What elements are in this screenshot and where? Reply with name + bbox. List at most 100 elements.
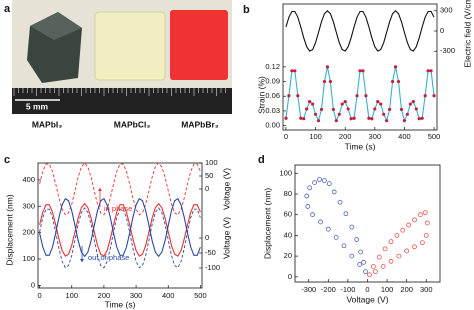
data-point <box>370 117 374 121</box>
y2-tick-label: -50 <box>205 248 216 257</box>
panel-letter: b <box>243 4 250 16</box>
panel-letter: d <box>258 154 265 166</box>
x-tick-label: 100 <box>309 132 322 141</box>
data-point <box>343 100 347 104</box>
data-point <box>284 116 288 120</box>
data-point <box>340 102 344 106</box>
x-tick-label: 300 <box>420 285 433 294</box>
data-point <box>293 69 297 73</box>
scale-bar-label: 5 mm <box>26 101 49 111</box>
y-tick-label: 0.12 <box>265 62 280 71</box>
data-point <box>313 112 318 116</box>
x-tick-label: 0 <box>365 285 369 294</box>
data-point <box>305 107 309 111</box>
data-point <box>337 199 343 205</box>
data-point <box>349 117 353 121</box>
y2-tick-label: -300 <box>440 46 455 55</box>
data-point <box>426 69 430 73</box>
data-point <box>305 204 311 209</box>
data-point <box>382 246 388 252</box>
series-line <box>39 197 201 258</box>
data-point <box>402 119 407 123</box>
y-tick-label: 0.03 <box>265 106 280 115</box>
ruler-ticks <box>13 88 226 96</box>
crystal-label: MAPbI₃ <box>32 119 62 129</box>
data-point <box>399 107 404 112</box>
series-line <box>39 202 201 257</box>
data-point <box>334 119 338 123</box>
data-point <box>367 116 371 120</box>
data-point <box>287 94 291 98</box>
data-point <box>394 233 400 238</box>
data-point <box>393 65 398 69</box>
data-point <box>367 272 372 278</box>
data-point <box>358 69 362 73</box>
data-point <box>311 102 315 106</box>
data-point <box>325 226 331 232</box>
data-point <box>358 249 364 255</box>
y-tick-label: 400 <box>22 175 35 184</box>
data-point <box>396 253 402 259</box>
data-point <box>429 69 433 73</box>
data-point <box>322 79 327 84</box>
data-point <box>419 240 425 246</box>
data-point <box>318 219 323 225</box>
data-point <box>414 107 418 111</box>
x-axis-label: Time (s) <box>105 299 136 309</box>
data-point <box>405 112 409 116</box>
x-tick-label: -100 <box>340 285 355 294</box>
data-point <box>352 116 356 120</box>
x-tick-label: 400 <box>162 291 175 300</box>
x-axis-label: Time (s) <box>345 141 376 151</box>
data-point <box>333 235 339 240</box>
x-tick-label: 500 <box>194 291 207 300</box>
data-point <box>317 177 322 182</box>
crystal-label: MAPbCl₃ <box>114 119 151 129</box>
data-point <box>385 119 389 123</box>
data-point <box>319 107 324 112</box>
y-tick-label: 100 <box>279 168 292 177</box>
data-point <box>349 253 355 259</box>
x-axis-label: Voltage (V) <box>346 294 388 304</box>
y-axis-label: Displacement (nm) <box>262 188 272 259</box>
data-point <box>382 112 386 116</box>
y-tick-label: 300 <box>22 201 35 210</box>
data-point <box>361 69 365 73</box>
annotation: in phase <box>104 204 132 213</box>
y-tick-label: 0.00 <box>265 121 280 130</box>
y-tick-label: 0.09 <box>265 77 280 86</box>
x-tick-label: 200 <box>339 132 352 141</box>
data-point <box>349 224 355 230</box>
annotation-arrowhead <box>80 259 84 262</box>
data-point <box>308 100 312 104</box>
data-point <box>355 94 359 98</box>
y3-axis-label: Voltage (V) <box>221 217 231 259</box>
data-point <box>408 102 412 106</box>
data-point <box>422 210 428 216</box>
data-point <box>376 254 382 260</box>
data-point <box>310 212 316 218</box>
data-point <box>331 189 337 195</box>
data-point <box>396 79 401 84</box>
data-point <box>412 244 417 250</box>
x-tick-label: 500 <box>428 132 441 141</box>
series-line <box>39 162 201 216</box>
data-point <box>388 239 394 245</box>
data-point <box>361 259 366 265</box>
data-point <box>411 100 415 104</box>
data-point <box>326 181 332 187</box>
y2-tick-label: 300 <box>440 6 453 15</box>
x-tick-label: 400 <box>398 132 411 141</box>
data-point <box>337 112 341 116</box>
y2-axis-label: Electric field (V/cm) <box>462 0 472 68</box>
data-point <box>420 116 424 120</box>
data-point <box>370 264 376 269</box>
series-line <box>285 9 435 52</box>
data-point <box>328 79 332 84</box>
panel-letter: a <box>4 3 11 15</box>
crystal-dark-top <box>30 12 82 40</box>
y-axis-label: Strain (%) <box>256 76 266 114</box>
data-point <box>423 233 429 238</box>
x-tick-label: 0 <box>284 132 288 141</box>
